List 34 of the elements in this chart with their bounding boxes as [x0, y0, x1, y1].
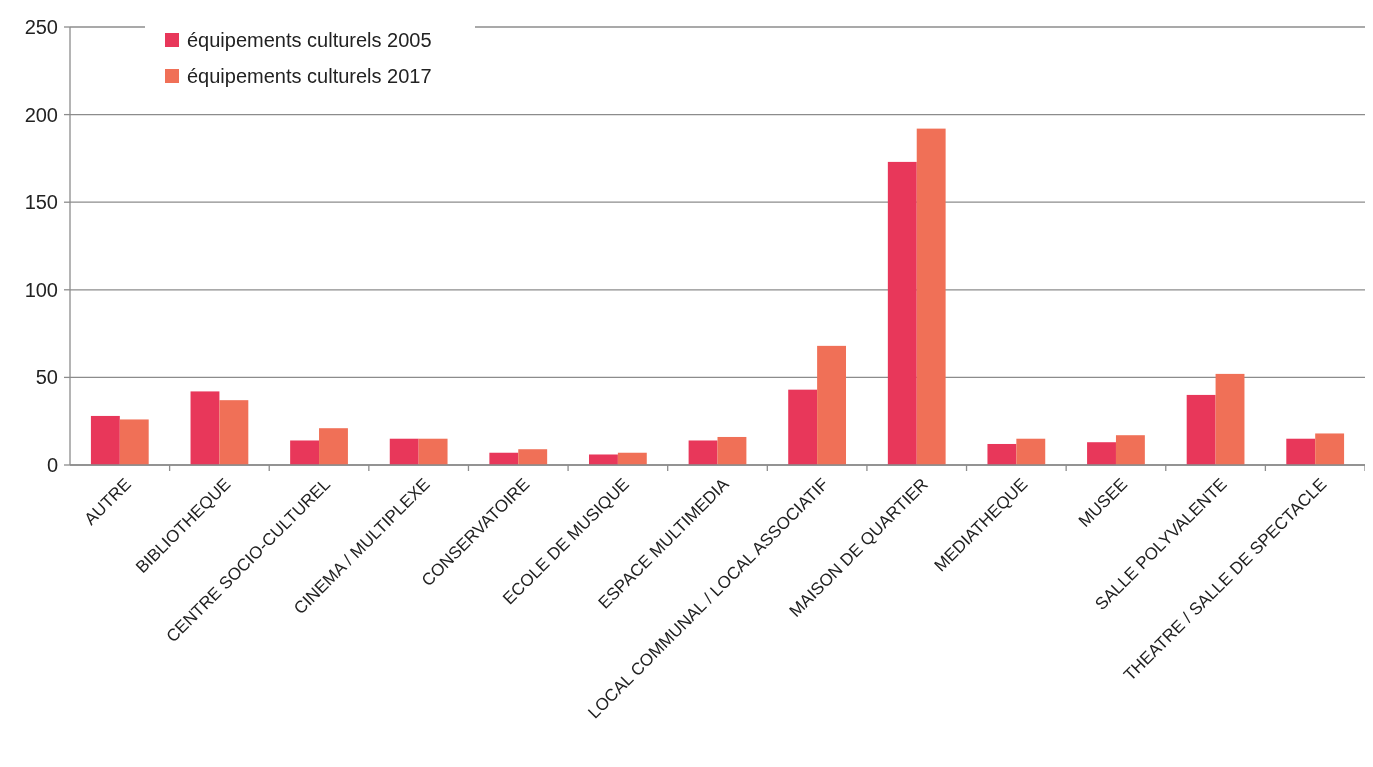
bar — [290, 440, 320, 465]
bar — [489, 452, 519, 465]
bar — [119, 419, 149, 465]
y-tick-label: 50 — [35, 366, 58, 389]
bar — [987, 443, 1017, 465]
y-tick-label: 200 — [24, 103, 58, 126]
bar — [190, 391, 220, 465]
bar — [717, 436, 747, 465]
legend-label: équipements culturels 2005 — [187, 29, 432, 51]
bar — [219, 400, 249, 465]
bar — [1087, 442, 1116, 465]
y-tick-label: 0 — [46, 454, 58, 476]
bar — [389, 438, 419, 465]
bar — [90, 415, 120, 465]
bar — [1115, 435, 1145, 465]
bar — [319, 428, 348, 465]
bar — [617, 452, 647, 465]
bar — [518, 449, 548, 465]
bar — [1016, 438, 1046, 465]
bar — [1186, 394, 1216, 465]
bar — [1315, 433, 1345, 465]
bar — [1286, 438, 1316, 465]
bar — [589, 454, 618, 465]
legend-label: équipements culturels 2017 — [187, 65, 432, 87]
y-tick-label: 250 — [24, 16, 58, 38]
bar — [418, 438, 448, 465]
bar — [887, 161, 917, 465]
bar — [916, 128, 946, 465]
bar — [817, 345, 846, 465]
y-tick-label: 150 — [24, 191, 58, 214]
y-tick-label: 100 — [24, 278, 58, 301]
bar — [688, 440, 718, 465]
bar — [1215, 373, 1245, 465]
bar — [788, 389, 818, 465]
